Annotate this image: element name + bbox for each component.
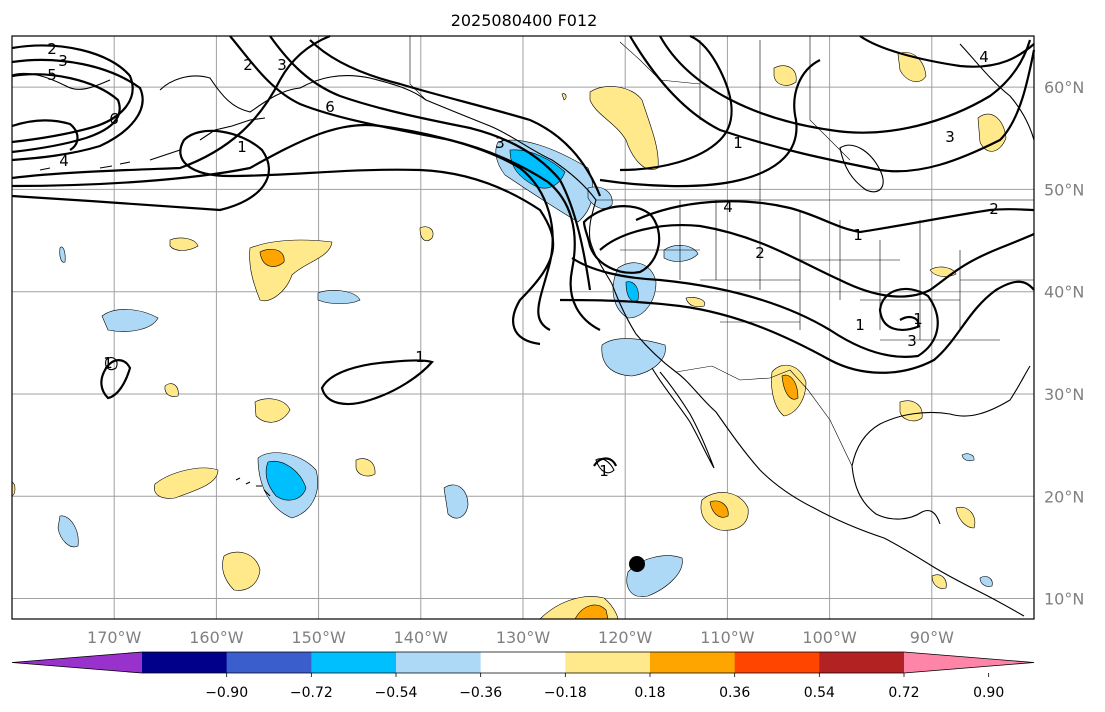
colorbar-segment bbox=[734, 652, 820, 673]
lat-tick-label: 40°N bbox=[1044, 283, 1084, 302]
storm-center-marker bbox=[629, 556, 645, 572]
neg-anomaly-region bbox=[317, 290, 361, 305]
contour-label: 3 bbox=[277, 56, 287, 74]
contour-label: 1 bbox=[103, 354, 113, 372]
colorbar-tick-label: 0.36 bbox=[719, 685, 750, 701]
colorbar: −0.90 −0.72 −0.54 −0.36 −0.18 0.18 0.36 0.54 0.7… bbox=[11, 651, 1035, 701]
colorbar-tick-label: 0.54 bbox=[804, 685, 835, 701]
lon-tick-label: 120°W bbox=[598, 628, 653, 647]
neg-anomaly-region bbox=[265, 460, 307, 501]
contour-label: 2 bbox=[243, 56, 253, 74]
contour-label: 2 bbox=[755, 244, 765, 262]
neg-anomaly-region bbox=[601, 338, 666, 377]
pos-anomaly-region bbox=[955, 506, 976, 529]
colorbar-segment bbox=[819, 652, 905, 673]
lon-tick-label: 170°W bbox=[87, 628, 142, 647]
neg-anomaly-region bbox=[59, 246, 66, 263]
contour-label: 3 bbox=[907, 332, 917, 350]
lon-tick-label: 150°W bbox=[291, 628, 346, 647]
colorbar-tick-label: −0.54 bbox=[375, 685, 418, 701]
pos-anomaly-region bbox=[164, 383, 179, 397]
contour-label: 5 bbox=[47, 66, 57, 84]
colorbar-tick-label: −0.72 bbox=[290, 685, 333, 701]
lon-tick-label: 100°W bbox=[802, 628, 857, 647]
colorbar-segment bbox=[396, 652, 482, 673]
contour-label: 1 bbox=[853, 226, 863, 244]
colorbar-tick-label: 0.90 bbox=[973, 685, 1004, 701]
colorbar-segment bbox=[480, 652, 566, 673]
longitude-tick-labels: 170°W 160°W 150°W 140°W 130°W 120°W 110°W 100°W… bbox=[87, 628, 954, 647]
lon-tick-label: 110°W bbox=[700, 628, 755, 647]
lon-tick-label: 90°W bbox=[910, 628, 954, 647]
colorbar-tick-label: −0.18 bbox=[544, 685, 587, 701]
contour-label: 2 bbox=[47, 40, 57, 58]
contour-label: 6 bbox=[109, 110, 119, 128]
colorbar-segment bbox=[650, 652, 736, 673]
pos-anomaly-region bbox=[169, 237, 199, 251]
colorbar-tick-label: 0.72 bbox=[888, 685, 919, 701]
contour-label: 1 bbox=[415, 348, 425, 366]
neg-anomaly-region bbox=[57, 515, 79, 548]
pos-anomaly-region bbox=[931, 574, 947, 589]
pos-anomaly-region bbox=[419, 226, 434, 241]
pos-anomaly-region bbox=[773, 65, 797, 86]
colorbar-segment bbox=[142, 652, 228, 673]
neg-anomaly-region bbox=[979, 576, 993, 587]
pos-anomaly-region bbox=[781, 374, 799, 400]
contour-label: 1 bbox=[237, 138, 247, 156]
colorbar-extend-high bbox=[904, 652, 1034, 673]
neg-anomaly-region bbox=[663, 245, 699, 262]
neg-anomaly-region bbox=[587, 186, 613, 209]
pos-anomaly-region bbox=[254, 398, 291, 423]
lat-tick-label: 20°N bbox=[1044, 487, 1084, 506]
neg-anomaly-region bbox=[961, 453, 975, 462]
lat-tick-label: 50°N bbox=[1044, 180, 1084, 199]
contour-label: 4 bbox=[723, 198, 733, 216]
pos-anomaly-region bbox=[355, 458, 376, 477]
pos-anomaly-region bbox=[259, 249, 285, 267]
colorbar-tick-label: −0.90 bbox=[205, 685, 248, 701]
lon-tick-label: 140°W bbox=[394, 628, 449, 647]
colorbar-segment bbox=[311, 652, 397, 673]
neg-anomaly-region bbox=[443, 484, 469, 519]
lon-tick-label: 130°W bbox=[496, 628, 551, 647]
pos-anomaly-region bbox=[154, 467, 219, 499]
colorbar-tick-label: 0.18 bbox=[634, 685, 665, 701]
pos-anomaly-region bbox=[897, 52, 927, 82]
contour-label: 1 bbox=[599, 462, 609, 480]
contour-label: 4 bbox=[979, 48, 989, 66]
colorbar-outline bbox=[11, 651, 1035, 674]
figure-title: 2025080400 F012 bbox=[451, 11, 598, 30]
neg-anomaly-region bbox=[101, 309, 159, 332]
pos-anomaly-region bbox=[561, 93, 567, 101]
lat-tick-label: 10°N bbox=[1044, 590, 1084, 609]
contour-label: 3 bbox=[945, 128, 955, 146]
colorbar-tick-label: −0.36 bbox=[459, 685, 502, 701]
neg-anomaly-region bbox=[625, 281, 639, 302]
latitude-tick-labels: 10°N 20°N 30°N 40°N 50°N 60°N bbox=[1044, 78, 1084, 608]
colorbar-segment bbox=[226, 652, 312, 673]
pos-anomaly-region bbox=[685, 297, 706, 308]
contour-label: 3 bbox=[58, 52, 68, 70]
pos-anomaly-region bbox=[709, 500, 729, 518]
colorbar-segment bbox=[565, 652, 651, 673]
colorbar-extend-low bbox=[12, 652, 142, 673]
contour-label: 4 bbox=[59, 152, 69, 170]
contour-lines bbox=[11, 34, 1036, 467]
lat-tick-label: 60°N bbox=[1044, 78, 1084, 97]
contour-label: 2 bbox=[989, 200, 999, 218]
pos-anomaly-region bbox=[222, 551, 261, 591]
contour-label: 3 bbox=[495, 134, 505, 152]
lon-tick-label: 160°W bbox=[189, 628, 244, 647]
contour-label: 1 bbox=[733, 134, 743, 152]
contour-label: 1 bbox=[855, 316, 865, 334]
political-borders bbox=[409, 36, 1034, 467]
lat-tick-label: 30°N bbox=[1044, 385, 1084, 404]
contour-label: 6 bbox=[325, 98, 335, 116]
contour-label: 1 bbox=[913, 310, 923, 328]
